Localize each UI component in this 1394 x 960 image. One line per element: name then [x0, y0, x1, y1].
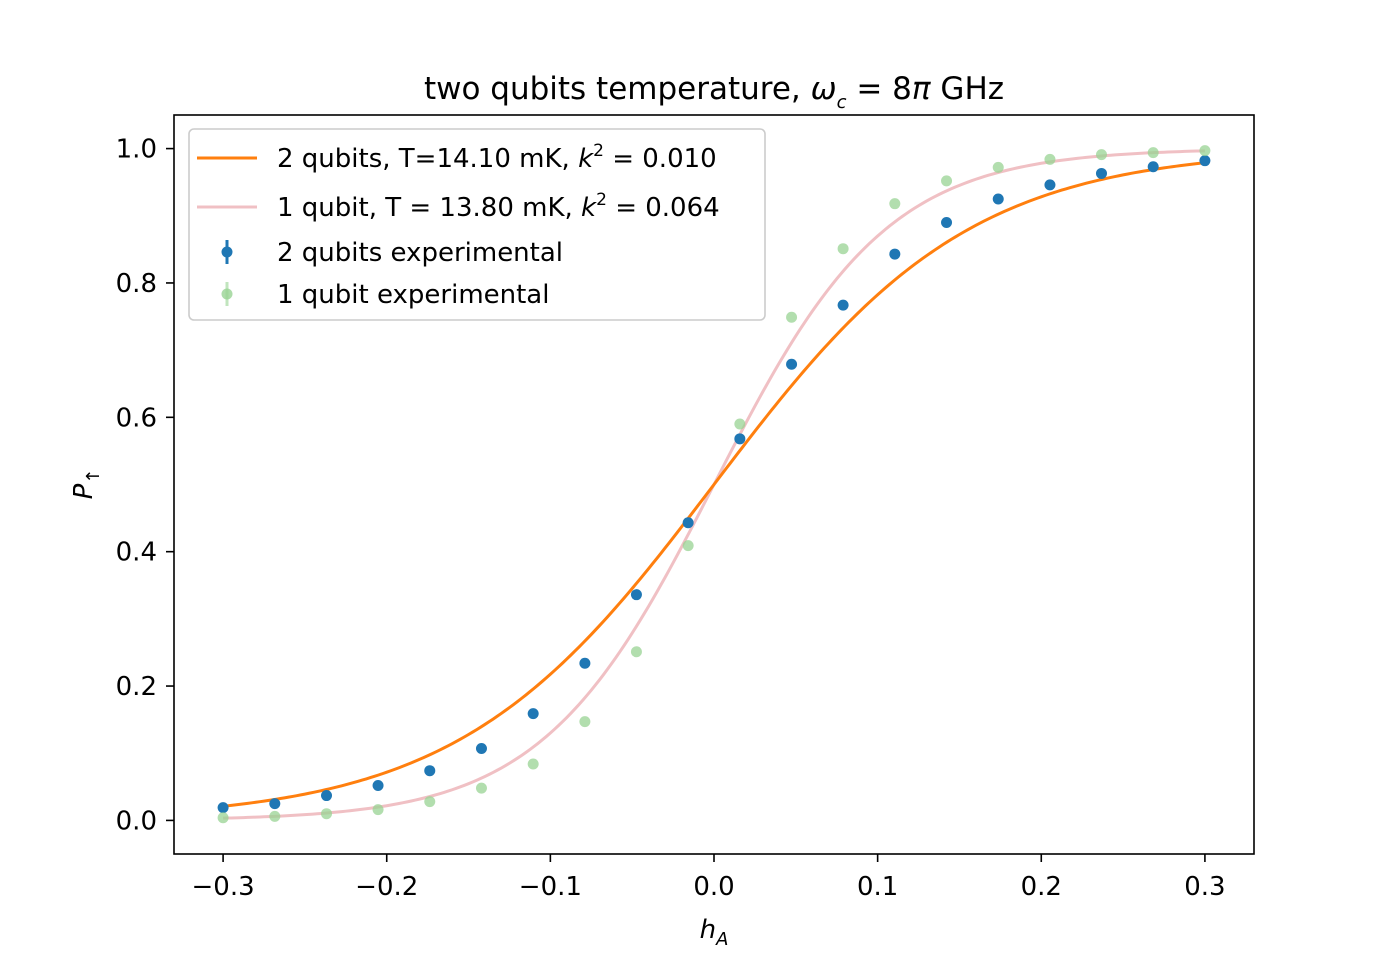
legend-label-1qubit-fit: 1 qubit, T = 13.80 mK, k2 = 0.064 — [277, 190, 720, 223]
title-prefix: two qubits temperature, — [424, 71, 811, 107]
title-equals: = 8 — [847, 71, 912, 107]
y-axis-ticks: 0.0 0.2 0.4 0.6 0.8 1.0 — [116, 135, 174, 836]
point-1-qubit — [269, 810, 281, 822]
y-axis-label-main: P — [69, 483, 99, 499]
point-2-qubits — [682, 517, 694, 529]
chart-title: two qubits temperature, ωc = 8π GHz — [424, 71, 1004, 113]
point-1-qubit — [321, 808, 333, 820]
x-axis-label: hA — [700, 915, 729, 950]
fit-curve-2-qubits — [222, 161, 1206, 808]
point-1-qubit — [217, 812, 229, 824]
point-1-qubit — [734, 418, 746, 430]
point-1-qubit — [1044, 153, 1056, 165]
point-2-qubits — [527, 708, 539, 720]
point-1-qubit — [579, 716, 591, 728]
point-2-qubits — [321, 790, 333, 802]
point-1-qubit — [1147, 147, 1159, 159]
x-tick-label: 0.2 — [1021, 872, 1062, 902]
x-axis-label-main: h — [700, 915, 716, 945]
legend-1-main: 1 qubit, T = 13.80 mK, — [277, 193, 581, 223]
legend-0-k: k — [578, 144, 594, 174]
point-2-qubits — [424, 765, 436, 777]
point-1-qubit — [682, 540, 694, 552]
title-omega-subscript: c — [837, 92, 847, 113]
legend-0-main: 2 qubits, T=14.10 mK, — [277, 144, 578, 174]
legend-label-1qubit-exp: 1 qubit experimental — [277, 280, 549, 310]
legend: 2 qubits, T=14.10 mK, k2 = 0.010 1 qubit… — [188, 128, 766, 321]
y-axis-label: P↑ — [69, 469, 104, 500]
point-2-qubits — [1199, 155, 1211, 167]
point-2-qubits — [372, 779, 384, 791]
y-tick-label: 0.4 — [116, 538, 157, 568]
x-tick-label: −0.1 — [519, 872, 582, 902]
point-2-qubits — [734, 433, 746, 445]
point-2-qubits — [941, 216, 953, 228]
point-2-qubits — [630, 589, 642, 601]
legend-0-tail: = 0.010 — [604, 144, 717, 174]
y-tick-label: 0.0 — [116, 806, 157, 836]
y-tick-label: 0.8 — [116, 269, 157, 299]
point-1-qubit — [372, 804, 384, 816]
point-2-qubits — [1044, 179, 1056, 191]
point-2-qubits — [837, 299, 849, 311]
data-points — [217, 145, 1211, 824]
x-tick-label: 0.0 — [693, 872, 734, 902]
point-1-qubit — [1095, 149, 1107, 161]
point-2-qubits — [889, 248, 901, 260]
x-axis-ticks: −0.3 −0.2 −0.1 0.0 0.1 0.2 0.3 — [192, 854, 1226, 902]
point-2-qubits — [269, 798, 281, 810]
y-tick-label: 1.0 — [116, 135, 157, 165]
x-tick-label: −0.3 — [192, 872, 255, 902]
point-1-qubit — [630, 646, 642, 658]
point-1-qubit — [941, 175, 953, 187]
y-axis-label-subscript: ↑ — [83, 469, 104, 484]
point-1-qubit — [475, 782, 487, 794]
title-omega: ω — [811, 71, 837, 107]
title-unit: GHz — [931, 71, 1004, 107]
point-1-qubit — [527, 758, 539, 770]
point-1-qubit — [889, 198, 901, 210]
point-2-qubits — [475, 743, 487, 755]
point-2-qubits — [1095, 167, 1107, 179]
legend-label-2qubit-fit: 2 qubits, T=14.10 mK, k2 = 0.010 — [277, 141, 717, 174]
x-tick-label: 0.1 — [857, 872, 898, 902]
point-1-qubit — [992, 161, 1004, 173]
point-2-qubits — [1147, 161, 1159, 173]
point-1-qubit — [837, 243, 849, 255]
point-2-qubits — [217, 802, 229, 814]
point-1-qubit — [424, 796, 436, 808]
point-2-qubits — [992, 193, 1004, 205]
fit-curves — [222, 149, 1206, 820]
point-2-qubits — [579, 657, 591, 669]
y-tick-label: 0.2 — [116, 672, 157, 702]
legend-label-2qubit-exp: 2 qubits experimental — [277, 238, 563, 268]
point-1-qubit — [786, 311, 798, 323]
point-1-qubit — [1199, 145, 1211, 157]
y-tick-label: 0.6 — [116, 403, 157, 433]
x-axis-label-subscript: A — [715, 929, 728, 950]
legend-1-tail: = 0.064 — [607, 193, 720, 223]
legend-box — [188, 128, 766, 321]
title-pi: π — [912, 71, 932, 107]
legend-1-exponent: 2 — [596, 190, 607, 210]
legend-marker-1qubit-exp — [221, 288, 233, 300]
legend-1-k: k — [581, 193, 597, 223]
legend-0-exponent: 2 — [593, 141, 604, 161]
x-tick-label: −0.2 — [355, 872, 418, 902]
x-tick-label: 0.3 — [1184, 872, 1225, 902]
legend-marker-2qubit-exp — [221, 246, 233, 258]
point-2-qubits — [786, 358, 798, 370]
